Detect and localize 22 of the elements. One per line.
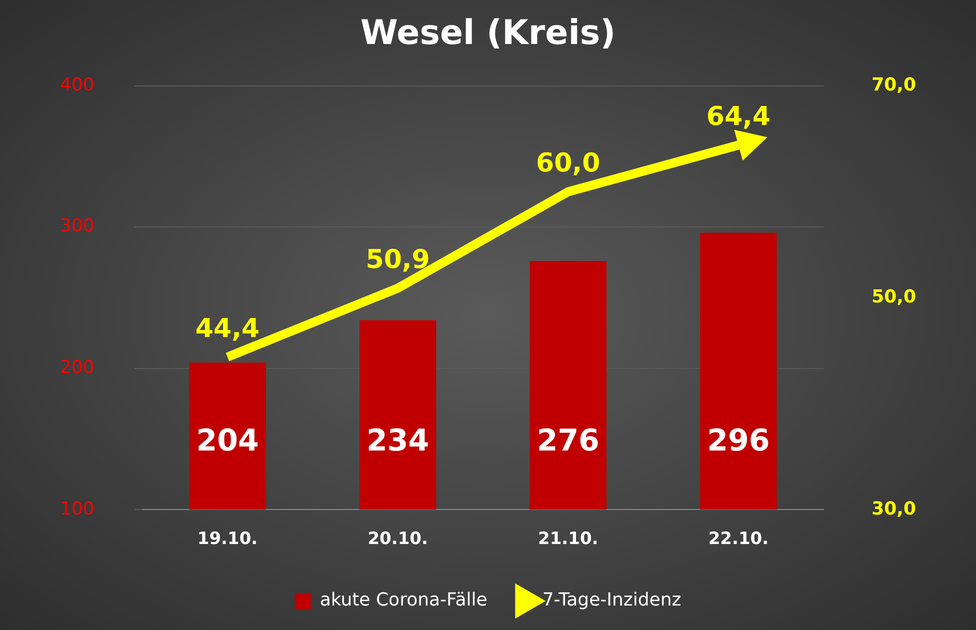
chart-title: Wesel (Kreis) (360, 13, 616, 54)
y2-tick-label: 70,0 (872, 74, 916, 96)
data-label: 60,0 (536, 148, 600, 178)
data-label: 296 (707, 423, 770, 458)
y-tick-label: 200 (60, 357, 94, 378)
y2-tick-label: 50,0 (872, 286, 916, 308)
x-tick-label: 20.10. (368, 529, 428, 550)
data-label: 44,4 (195, 314, 260, 344)
y2-tick-label: 30,0 (872, 498, 916, 520)
data-label: 204 (196, 423, 259, 458)
x-tick-label: 22.10. (708, 529, 769, 550)
y-tick-label: 100 (60, 498, 94, 520)
legend-label: 7-Tage-Inzidenz (542, 590, 682, 611)
y-tick-label: 400 (60, 74, 94, 96)
data-label: 50,9 (366, 244, 430, 275)
x-tick-label: 21.10. (538, 529, 598, 550)
data-label: 276 (536, 423, 600, 458)
x-tick-label: 19.10. (197, 529, 258, 550)
legend-label: akute Corona-Fälle (320, 590, 488, 611)
data-label: 234 (366, 423, 430, 458)
y-tick-label: 300 (60, 216, 94, 237)
data-label: 64,4 (706, 102, 771, 132)
